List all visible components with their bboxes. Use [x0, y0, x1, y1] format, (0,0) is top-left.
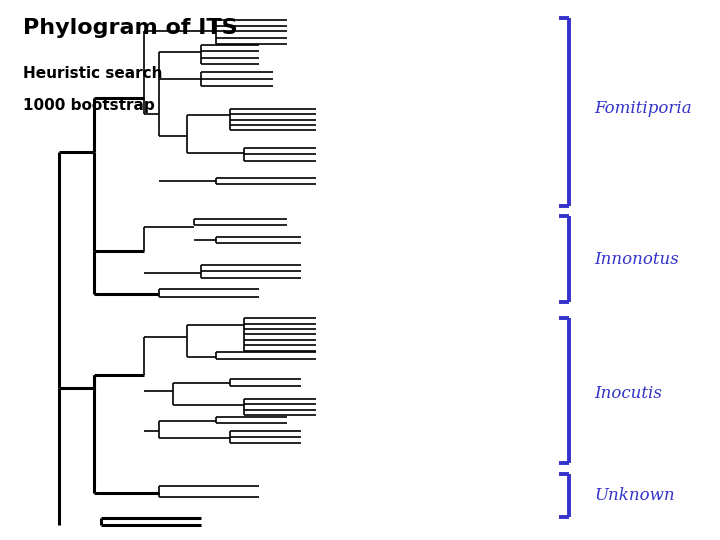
Text: Phylogram of ITS: Phylogram of ITS	[23, 17, 238, 37]
Text: Inocutis: Inocutis	[595, 385, 662, 402]
Text: Innonotus: Innonotus	[595, 251, 679, 268]
Text: Unknown: Unknown	[595, 487, 675, 504]
Text: Heuristic search: Heuristic search	[23, 66, 162, 81]
Text: Fomitiporia: Fomitiporia	[595, 100, 692, 117]
Text: 1000 bootstrap: 1000 bootstrap	[23, 98, 155, 113]
